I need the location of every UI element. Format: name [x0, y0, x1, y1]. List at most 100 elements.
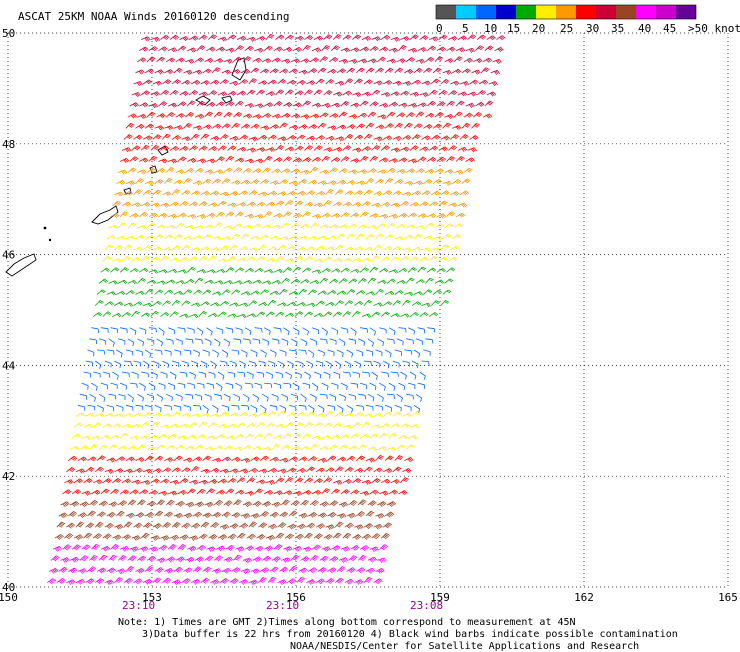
- wind-barb: [273, 268, 283, 274]
- wind-barb: [373, 413, 383, 418]
- wind-barb: [358, 169, 368, 175]
- wind-barb: [300, 169, 310, 175]
- wind-barb: [404, 404, 412, 412]
- wind-barb: [321, 103, 331, 109]
- wind-barb: [311, 544, 322, 551]
- wind-barb: [196, 488, 206, 495]
- wind-barb: [344, 466, 354, 473]
- wind-barb: [123, 413, 134, 418]
- wind-barb: [348, 114, 358, 120]
- wind-barb: [267, 190, 278, 196]
- wind-barb: [323, 90, 333, 96]
- wind-barb: [106, 567, 116, 574]
- wind-barb: [240, 457, 251, 463]
- wind-barb: [359, 491, 370, 496]
- wind-barb: [342, 145, 352, 151]
- wind-barb: [262, 58, 272, 64]
- wind-barb: [96, 404, 104, 413]
- wind-barb: [158, 433, 168, 439]
- wind-barb: [415, 58, 426, 64]
- wind-barb: [277, 579, 287, 585]
- wind-barb: [327, 512, 337, 518]
- wind-barb: [116, 404, 124, 412]
- wind-barb: [400, 256, 410, 262]
- wind-barb: [229, 191, 239, 197]
- wind-barb: [283, 267, 293, 273]
- wind-barb: [262, 338, 269, 346]
- wind-barb: [287, 360, 294, 369]
- wind-barb: [177, 489, 187, 495]
- wind-barb: [95, 412, 105, 418]
- wind-barb: [169, 371, 177, 380]
- wind-barb: [269, 349, 277, 357]
- wind-barb: [194, 556, 205, 563]
- wind-barb: [179, 371, 188, 378]
- wind-barb: [386, 223, 396, 229]
- wind-barb: [329, 556, 339, 563]
- wind-barb: [85, 360, 94, 367]
- wind-barb: [146, 279, 157, 284]
- wind-barb: [248, 413, 259, 418]
- wind-barb: [384, 234, 394, 240]
- wind-barb: [139, 382, 146, 391]
- wind-barb: [334, 466, 344, 473]
- wind-barb: [287, 301, 297, 307]
- wind-barb: [357, 444, 367, 450]
- wind-barb: [425, 56, 435, 63]
- wind-barb: [250, 513, 260, 519]
- wind-barb: [396, 444, 406, 450]
- wind-barb: [221, 236, 232, 241]
- wind-barb: [271, 57, 281, 63]
- wind-barb: [354, 579, 364, 585]
- wind-barb: [221, 404, 229, 412]
- wind-barb: [354, 301, 364, 306]
- wind-barb: [260, 567, 270, 574]
- wind-barb: [440, 135, 450, 141]
- wind-barb: [250, 123, 260, 129]
- wind-barb: [354, 246, 364, 251]
- wind-barb: [404, 291, 414, 297]
- y-tick-label: 40: [2, 581, 15, 594]
- wind-barb: [359, 100, 369, 107]
- wind-barb: [311, 327, 320, 335]
- wind-barb: [208, 255, 217, 262]
- wind-barb: [290, 393, 299, 401]
- legend-swatch: [496, 5, 516, 19]
- wind-barb: [181, 189, 191, 196]
- wind-barb: [331, 545, 341, 552]
- wind-barb: [233, 167, 242, 173]
- wind-barb: [371, 371, 378, 380]
- wind-barb: [131, 479, 141, 485]
- wind-barb: [85, 412, 95, 418]
- wind-barb: [158, 158, 168, 164]
- wind-barb: [277, 78, 287, 85]
- wind-barb: [166, 556, 176, 563]
- wind-barb: [189, 535, 199, 541]
- wind-barb: [411, 301, 422, 306]
- wind-barb: [271, 338, 280, 345]
- wind-barb: [340, 100, 350, 107]
- wind-barb: [258, 411, 268, 417]
- wind-barb: [58, 566, 68, 573]
- wind-barb: [360, 327, 368, 333]
- wind-barb: [217, 258, 228, 263]
- wind-barb: [384, 123, 394, 129]
- wind-barb: [436, 46, 447, 52]
- wind-barb: [77, 456, 87, 462]
- wind-barb: [290, 338, 298, 347]
- wind-barb: [296, 79, 306, 85]
- wind-barb: [148, 435, 159, 440]
- wind-barb: [110, 434, 120, 440]
- wind-barb: [283, 156, 293, 162]
- wind-barb: [235, 433, 245, 439]
- wind-barb: [173, 455, 183, 461]
- wind-barb: [191, 579, 201, 585]
- wind-barb: [185, 225, 195, 230]
- wind-barb: [440, 79, 450, 85]
- wind-barb: [327, 290, 337, 295]
- wind-barb: [373, 244, 383, 251]
- island-outline: [5, 253, 37, 277]
- wind-barb: [473, 112, 483, 118]
- wind-barb: [260, 179, 270, 185]
- wind-barb: [104, 413, 115, 418]
